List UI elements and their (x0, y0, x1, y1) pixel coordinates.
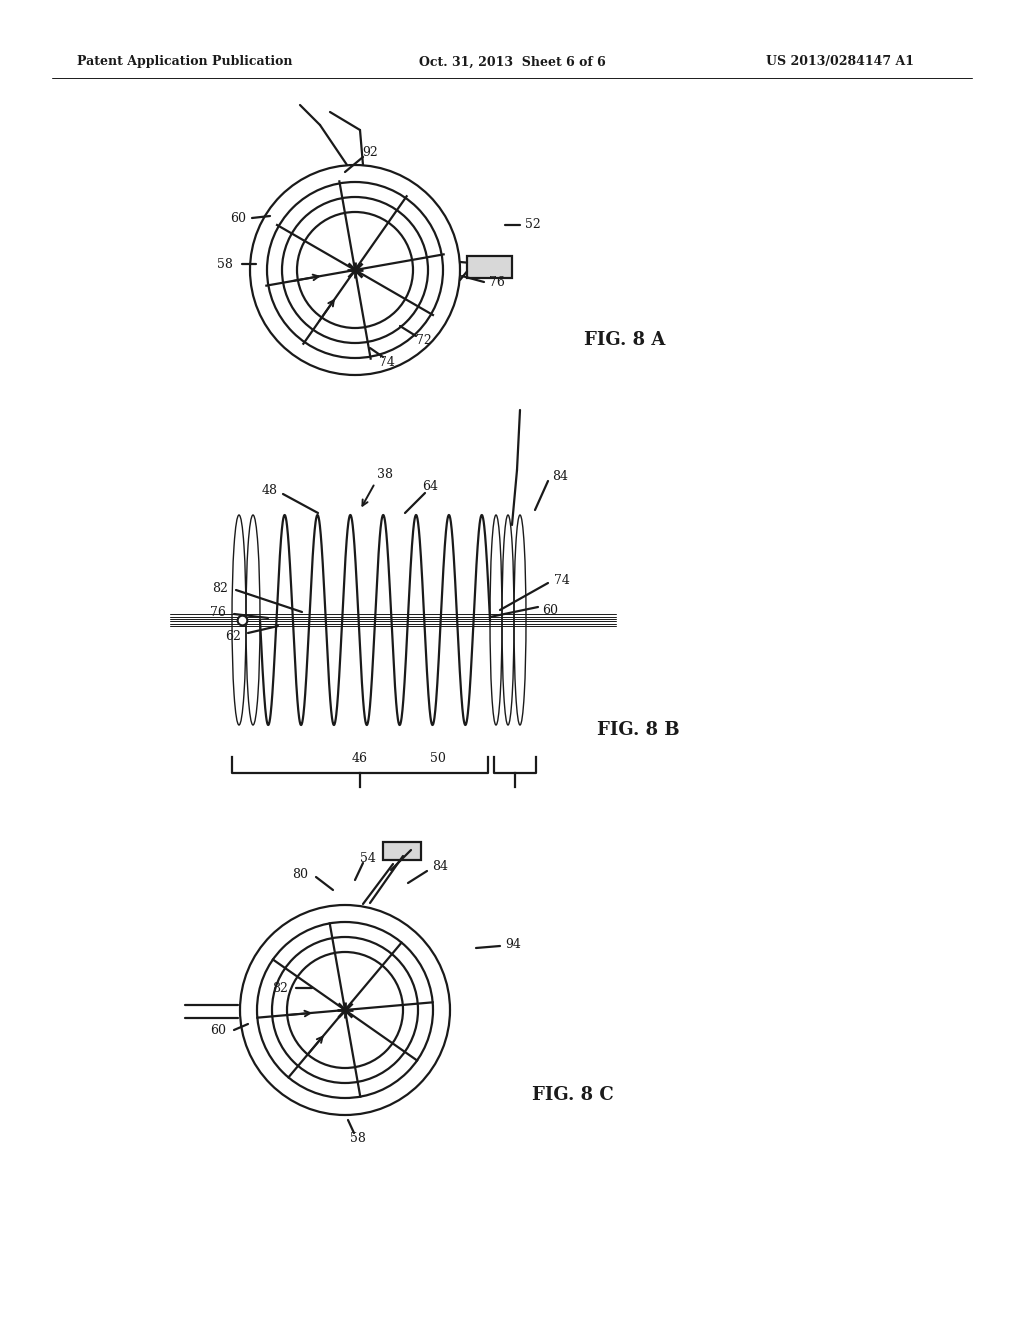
Text: 60: 60 (210, 1023, 226, 1036)
Text: 58: 58 (350, 1131, 366, 1144)
Text: 80: 80 (292, 869, 308, 882)
Text: 48: 48 (262, 483, 278, 496)
Text: US 2013/0284147 A1: US 2013/0284147 A1 (766, 55, 914, 69)
Bar (467, 256, 512, 279)
Text: 84: 84 (552, 470, 568, 483)
Text: 50: 50 (430, 751, 445, 764)
Text: 64: 64 (422, 480, 438, 494)
Text: 74: 74 (379, 355, 395, 368)
Text: 82: 82 (272, 982, 288, 994)
Text: FIG. 8 B: FIG. 8 B (597, 721, 679, 739)
Text: 62: 62 (225, 631, 241, 644)
Text: 82: 82 (212, 582, 228, 594)
Text: 94: 94 (505, 939, 521, 952)
Text: 54: 54 (360, 851, 376, 865)
Text: 72: 72 (416, 334, 432, 346)
Text: 60: 60 (230, 211, 246, 224)
Text: 74: 74 (554, 573, 570, 586)
Text: 76: 76 (489, 276, 505, 289)
Text: 84: 84 (432, 861, 449, 874)
Bar (383, 842, 421, 861)
Text: 60: 60 (542, 603, 558, 616)
Text: 76: 76 (210, 606, 226, 619)
Text: Patent Application Publication: Patent Application Publication (77, 55, 293, 69)
Text: 58: 58 (217, 257, 232, 271)
Text: 92: 92 (362, 145, 378, 158)
Text: 52: 52 (525, 218, 541, 231)
Text: 46: 46 (352, 751, 368, 764)
Text: Oct. 31, 2013  Sheet 6 of 6: Oct. 31, 2013 Sheet 6 of 6 (419, 55, 605, 69)
Text: FIG. 8 A: FIG. 8 A (585, 331, 666, 348)
Text: 38: 38 (377, 469, 393, 482)
Text: FIG. 8 C: FIG. 8 C (532, 1086, 613, 1104)
